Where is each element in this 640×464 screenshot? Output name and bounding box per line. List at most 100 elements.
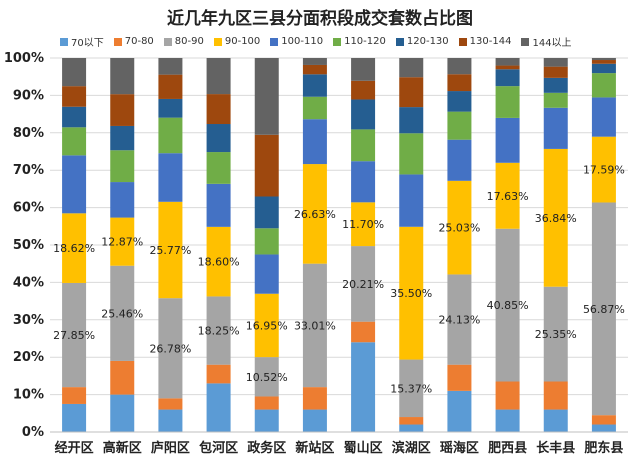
bar-segment (351, 80, 376, 100)
bar-segment (62, 155, 87, 214)
bar-segment (351, 321, 376, 343)
bar-segment (495, 381, 520, 410)
legend-swatch (113, 37, 122, 46)
data-label: 20.21% (342, 278, 384, 291)
legend-swatch (333, 37, 342, 46)
legend-item: 100-110 (270, 34, 323, 49)
bar-segment (399, 174, 424, 227)
data-label: 25.35% (535, 328, 577, 341)
category-label: 肥西县 (488, 440, 527, 456)
y-tick-label: 40% (13, 275, 44, 290)
y-tick-label: 60% (13, 201, 44, 216)
chart-title: 近几年九区三县分面积段成交套数占比图 (167, 9, 473, 29)
bar-segment (158, 409, 183, 432)
bar-segment (110, 217, 135, 266)
data-label: 27.85% (53, 329, 95, 342)
bar-segment (591, 63, 616, 74)
bar-segment (302, 64, 327, 75)
data-label: 18.62% (53, 242, 95, 255)
bar-segment (206, 152, 231, 184)
bar-segment (399, 226, 424, 360)
bar-segment (254, 357, 279, 397)
bar-segment (206, 296, 231, 365)
bar-segment (543, 286, 568, 382)
bar-segment (206, 58, 231, 95)
bar-segment (254, 228, 279, 255)
bar-segment (110, 182, 135, 218)
data-label: 24.13% (438, 314, 480, 327)
data-label: 36.84% (535, 212, 577, 225)
bar-segment (62, 127, 87, 156)
legend-label: 90-100 (224, 36, 261, 47)
bar-segment (206, 383, 231, 432)
bar-segment (351, 342, 376, 432)
bar-segment (254, 58, 279, 135)
legend-label: 130-144 (469, 36, 512, 47)
bar-segment (351, 129, 376, 162)
legend-item: 110-120 (333, 34, 386, 49)
bar-segment (206, 183, 231, 227)
bar-segment (399, 58, 424, 78)
bar-segment (110, 265, 135, 361)
y-tick-label: 20% (13, 350, 44, 365)
bar-segment (351, 202, 376, 247)
category-label: 蜀山区 (344, 440, 383, 456)
data-label: 26.63% (294, 208, 336, 221)
bar-segment (351, 99, 376, 130)
data-label: 33.01% (294, 319, 336, 332)
legend-item: 80-90 (163, 34, 204, 49)
bar-segment (254, 134, 279, 197)
bar-segment (543, 66, 568, 78)
data-label: 35.50% (390, 287, 432, 300)
category-label: 长丰县 (536, 440, 575, 456)
bar-segment (447, 139, 472, 181)
legend-label: 70以下 (71, 38, 104, 49)
bar-segment (254, 409, 279, 432)
data-label: 12.87% (101, 236, 143, 249)
category-label: 包河区 (199, 440, 238, 456)
bar-segment (351, 58, 376, 81)
data-label: 26.78% (149, 342, 191, 355)
legend-swatch (395, 37, 404, 46)
data-label: 25.46% (101, 307, 143, 320)
data-label: 25.77% (149, 244, 191, 257)
y-tick-label: 0% (22, 425, 44, 440)
bar-segment (447, 91, 472, 112)
bar-segment (447, 274, 472, 365)
bar-segment (302, 409, 327, 432)
legend-swatch (213, 37, 222, 46)
bar-segment (495, 409, 520, 432)
bar-segment (110, 360, 135, 395)
bar-segment (206, 226, 231, 297)
bar-segment (62, 387, 87, 404)
bar-segment (591, 97, 616, 137)
bar-segment (62, 213, 87, 283)
bar-segment (399, 107, 424, 134)
bar-segment (399, 424, 424, 432)
legend-swatch (458, 37, 467, 46)
bar-segment (254, 396, 279, 410)
bar-segment (543, 58, 568, 67)
y-tick-label: 50% (13, 238, 44, 253)
y-tick-label: 90% (13, 88, 44, 103)
bar-segment (110, 125, 135, 151)
data-label: 16.95% (246, 319, 288, 332)
bar-segment (495, 117, 520, 163)
bar-segment (591, 73, 616, 98)
bar-segment (302, 96, 327, 120)
legend-item: 144以上 (521, 34, 572, 49)
bar-segment (447, 58, 472, 75)
category-label: 经开区 (55, 440, 94, 456)
data-label: 18.60% (198, 256, 240, 269)
bar-segment (302, 58, 327, 65)
bar-segment (447, 74, 472, 92)
bar-segment (254, 254, 279, 294)
bar-segment (158, 398, 183, 410)
y-tick-label: 30% (13, 313, 44, 328)
bar-segment (447, 364, 472, 391)
bar-segment (62, 282, 87, 388)
bar-segment (302, 74, 327, 97)
category-label: 肥东县 (584, 440, 623, 456)
data-label: 10.52% (246, 371, 288, 384)
